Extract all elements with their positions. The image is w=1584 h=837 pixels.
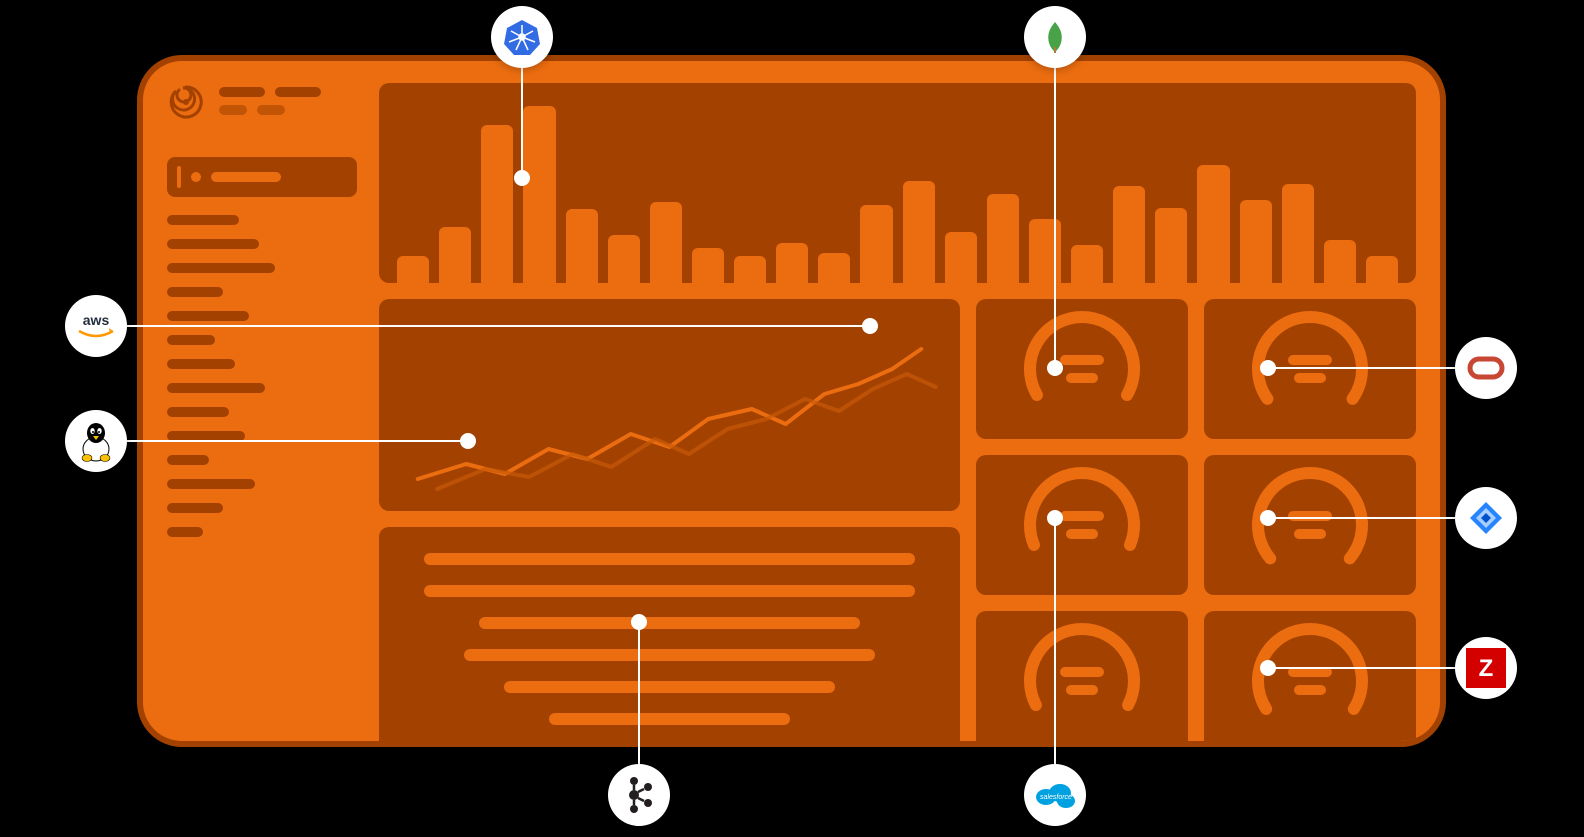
- bar: [439, 227, 471, 283]
- svg-text:aws: aws: [83, 312, 110, 328]
- gauge-panel: [1204, 611, 1416, 747]
- sidebar: [143, 61, 375, 741]
- sidebar-item-active[interactable]: [167, 157, 357, 197]
- bar: [1071, 245, 1103, 283]
- linux-icon: [65, 410, 127, 472]
- bar: [776, 243, 808, 283]
- connector-line: [1268, 517, 1455, 519]
- connector-line: [521, 68, 523, 178]
- connector-anchor: [1047, 510, 1063, 526]
- bar: [1240, 200, 1272, 283]
- sidebar-item[interactable]: [167, 527, 203, 537]
- bar: [860, 205, 892, 283]
- bar: [481, 125, 513, 283]
- bar: [987, 194, 1019, 283]
- svg-text:salesforce: salesforce: [1040, 794, 1072, 801]
- connector-line: [1268, 667, 1455, 669]
- connector-line: [127, 440, 468, 442]
- connector-anchor: [631, 614, 647, 630]
- sidebar-item[interactable]: [167, 263, 275, 273]
- oracle-icon: [1455, 337, 1517, 399]
- list-row: [424, 553, 915, 565]
- gauge-panel: [976, 611, 1188, 747]
- bar: [566, 209, 598, 283]
- bar: [1155, 208, 1187, 283]
- bar: [734, 256, 766, 283]
- list-panel: [379, 527, 960, 747]
- bar: [1113, 186, 1145, 283]
- main-content: [375, 61, 1440, 741]
- list-row: [504, 681, 835, 693]
- logo-block: [167, 83, 357, 121]
- connector-line: [1054, 518, 1056, 764]
- bar-chart-panel: [379, 83, 1416, 283]
- gauge-panel: [976, 455, 1188, 595]
- sidebar-menu: [167, 215, 357, 537]
- zabbix-icon: Z: [1455, 637, 1517, 699]
- list-row: [479, 617, 860, 629]
- bar: [1366, 256, 1398, 283]
- list-row: [549, 713, 789, 725]
- bar: [945, 232, 977, 283]
- sidebar-item[interactable]: [167, 215, 239, 225]
- bar: [608, 235, 640, 283]
- bar: [397, 256, 429, 283]
- sidebar-item[interactable]: [167, 479, 255, 489]
- list-row: [464, 649, 875, 661]
- connector-line: [638, 622, 640, 764]
- bar: [1282, 184, 1314, 283]
- sidebar-item[interactable]: [167, 311, 249, 321]
- connector-line: [1268, 367, 1455, 369]
- mongodb-icon: [1024, 6, 1086, 68]
- bar: [692, 248, 724, 283]
- list-row: [424, 585, 915, 597]
- bar: [1324, 240, 1356, 283]
- grafana-icon: [167, 83, 205, 121]
- sidebar-item[interactable]: [167, 287, 223, 297]
- gauge-panel: [1204, 455, 1416, 595]
- dashboard-window: [137, 55, 1446, 747]
- bar: [1197, 165, 1229, 283]
- connector-anchor: [514, 170, 530, 186]
- bar: [1029, 219, 1061, 283]
- connector-anchor: [862, 318, 878, 334]
- connector-anchor: [1260, 660, 1276, 676]
- sidebar-item[interactable]: [167, 407, 229, 417]
- kafka-icon: [608, 764, 670, 826]
- sidebar-item[interactable]: [167, 383, 265, 393]
- bar: [903, 181, 935, 283]
- sidebar-item[interactable]: [167, 455, 209, 465]
- sidebar-item[interactable]: [167, 359, 235, 369]
- bar: [818, 253, 850, 283]
- gauge-panel: [1204, 299, 1416, 439]
- connector-anchor: [1260, 510, 1276, 526]
- svg-text:Z: Z: [1479, 655, 1494, 682]
- connector-anchor: [1260, 360, 1276, 376]
- sidebar-item[interactable]: [167, 335, 215, 345]
- jira-icon: [1455, 487, 1517, 549]
- kubernetes-icon: [491, 6, 553, 68]
- bar: [650, 202, 682, 283]
- gauge-panel: [976, 299, 1188, 439]
- connector-line: [1054, 68, 1056, 368]
- aws-icon: aws: [65, 295, 127, 357]
- connector-line: [127, 325, 870, 327]
- connector-anchor: [460, 433, 476, 449]
- sidebar-item[interactable]: [167, 239, 259, 249]
- sidebar-item[interactable]: [167, 503, 223, 513]
- bar: [523, 106, 555, 283]
- connector-anchor: [1047, 360, 1063, 376]
- salesforce-icon: salesforce: [1024, 764, 1086, 826]
